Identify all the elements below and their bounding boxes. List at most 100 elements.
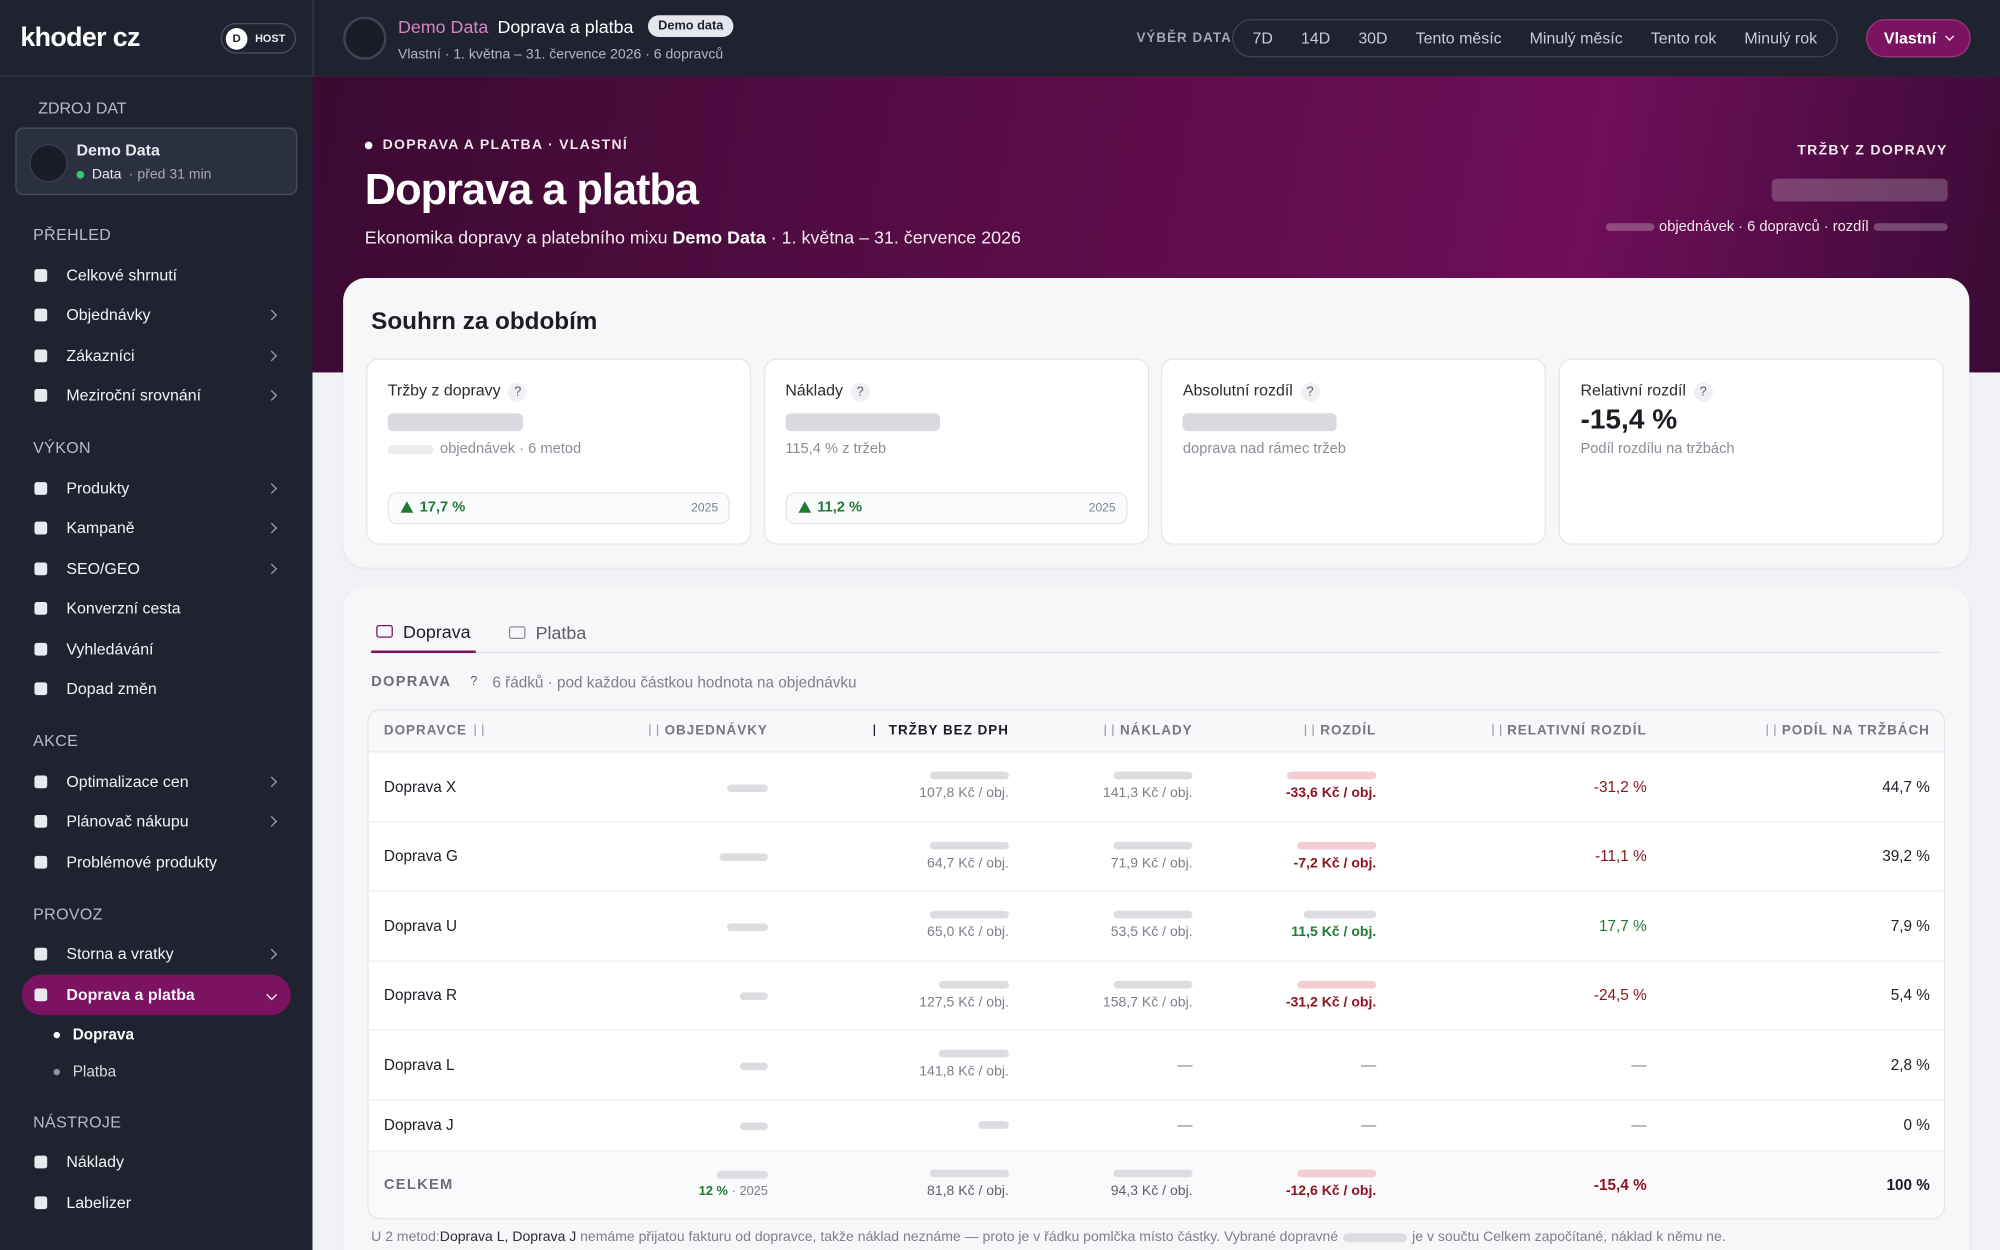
redacted-placeholder (716, 1170, 768, 1178)
relative-cell: -15,4 % (1593, 1175, 1647, 1194)
column-header[interactable]: RELATIVNÍ ROZDÍL (1376, 723, 1646, 739)
data-table: DOPRAVCE OBJEDNÁVKY TRŽBY BEZ DPH NÁKLADY RO… (367, 709, 1946, 1219)
data-source-card[interactable]: Demo Data Data · před 31 min (15, 127, 298, 196)
nav-item[interactable]: Optimalizace cen (22, 761, 291, 801)
range-option[interactable]: Minulý rok (1744, 29, 1818, 48)
footnote-text: je v součtu Celkem započítané, náklad k … (1412, 1229, 1726, 1245)
cost-cell: 71,9 Kč / obj. (1009, 841, 1193, 871)
column-header[interactable]: OBJEDNÁVKY (624, 723, 768, 739)
redacted-placeholder (1113, 1169, 1193, 1178)
cost-cell-value: 94,3 Kč / obj. (1110, 1183, 1193, 1199)
range-option[interactable]: 14D (1301, 29, 1331, 48)
help-icon[interactable]: ? (508, 382, 528, 402)
revenue-cell: 81,8 Kč / obj. (768, 1169, 1009, 1199)
up-arrow (798, 501, 811, 513)
diff-cell: -12,6 Kč / obj. (1193, 1169, 1377, 1199)
revenue-cell-value: 65,0 Kč / obj. (927, 925, 1009, 941)
brand-logo[interactable]: khoder cz (20, 22, 140, 53)
orders-cell (624, 917, 768, 935)
redacted-placeholder (1113, 911, 1193, 919)
user-badge[interactable]: D HOST (220, 22, 296, 54)
relative-cell: -11,1 % (1595, 847, 1647, 866)
nav-item[interactable]: Zákazníci (22, 335, 291, 375)
nav-subitem[interactable]: Doprava (53, 1016, 313, 1053)
metric-label-text: Absolutní rozdíl (1182, 381, 1293, 400)
column-header[interactable]: PODÍL NA TRŽBÁCH (1647, 723, 1930, 739)
nav-item[interactable]: Celkové shrnutí (22, 255, 291, 295)
range-option[interactable]: Tento rok (1650, 29, 1717, 48)
redacted-placeholder (727, 923, 768, 931)
orders-cell (624, 1116, 768, 1134)
nav-item[interactable]: Problémové produkty (22, 842, 291, 882)
share-cell: 2,8 % (1890, 1055, 1930, 1074)
nav-subitem[interactable]: Platba (53, 1053, 313, 1090)
nav-item[interactable]: Kampaně (22, 508, 291, 548)
orders-cell: 12 % · 2025 (624, 1170, 768, 1198)
tab[interactable]: Doprava (371, 611, 476, 654)
diff-cell-value: 11,5 Kč / obj. (1291, 925, 1377, 941)
user-label: HOST (255, 31, 286, 45)
nav-icon (34, 1196, 48, 1209)
diff-cell-value: -7,2 Kč / obj. (1293, 855, 1377, 871)
column-header[interactable]: TRŽBY BEZ DPH (768, 723, 1009, 739)
nav-item[interactable]: SEO/GEO (22, 548, 291, 588)
metric-label-text: Tržby z dopravy (387, 381, 501, 400)
total-row: CELKEM 12 % · 2025 81,8 Kč / obj. 94,3 Kč / … (368, 1151, 1944, 1218)
table-row: Doprava R 127,5 Kč / obj. 158,7 Kč / obj. -… (368, 961, 1944, 1031)
redacted-placeholder (785, 413, 940, 432)
nav-item[interactable]: Produkty (22, 468, 291, 508)
nav-item[interactable]: Objednávky (22, 295, 291, 335)
nav-item[interactable]: Vyhledávání (22, 629, 291, 669)
nav-item[interactable]: Labelizer (22, 1182, 291, 1222)
range-option[interactable]: 7D (1252, 29, 1273, 48)
nav-label: Náklady (66, 1153, 124, 1172)
nav-sublabel: Doprava (72, 1025, 134, 1044)
column-header[interactable]: NÁKLADY (1009, 723, 1193, 739)
range-option[interactable]: Tento měsíc (1415, 29, 1502, 48)
help-icon[interactable]: ? (470, 674, 478, 689)
custom-range-button[interactable]: Vlastní (1866, 19, 1971, 58)
relative-cell: -24,5 % (1593, 986, 1647, 1005)
redacted-placeholder (1182, 413, 1338, 432)
range-option[interactable]: Minulý měsíc (1529, 29, 1623, 48)
nav-item[interactable]: Náklady (22, 1142, 291, 1182)
help-icon[interactable]: ? (850, 382, 870, 402)
chevron (266, 482, 278, 494)
nav-item[interactable]: Storna a vratky (22, 934, 291, 974)
revenue-cell-value: 141,8 Kč / obj. (919, 1064, 1009, 1080)
column-label: ROZDÍL (1320, 723, 1377, 739)
orders-cell (624, 847, 768, 865)
nav-label: Kampaně (66, 519, 135, 538)
nav-item[interactable]: Dopad změn (22, 669, 291, 709)
nav-icon (34, 522, 48, 535)
range-option[interactable]: 30D (1358, 29, 1388, 48)
nav-icon (34, 389, 48, 403)
metric-sub-text: doprava nad rámec tržeb (1182, 441, 1346, 457)
orders-cell (624, 986, 768, 1004)
nav-item[interactable]: Doprava a platba (21, 974, 291, 1015)
help-icon[interactable]: ? (1300, 382, 1320, 402)
diff-cell: — (1360, 1055, 1377, 1074)
help-icon[interactable]: ? (1693, 382, 1713, 402)
breadcrumb-source[interactable]: Demo Data (397, 16, 489, 37)
redacted-placeholder (1605, 223, 1654, 231)
chevron (266, 816, 278, 828)
chevron (266, 989, 278, 1000)
column-header[interactable]: DOPRAVCE (384, 723, 624, 739)
revenue-cell-value: 127,5 Kč / obj. (919, 994, 1009, 1010)
nav-icon (34, 268, 48, 282)
source-avatar (29, 144, 68, 183)
nav-item[interactable]: Meziroční srovnání (22, 376, 291, 416)
redacted-placeholder (739, 1062, 768, 1070)
chevron (266, 776, 278, 787)
orders-change-value: 12 % (698, 1184, 728, 1199)
top-bar: Demo Data Doprava a platba Demo data Vlastn… (312, 0, 2000, 77)
nav-item[interactable]: Konverzní cesta (22, 589, 291, 629)
cost-cell: 141,3 Kč / obj. (1009, 772, 1193, 801)
up-arrow (400, 501, 414, 513)
tab[interactable]: Platba (504, 611, 592, 653)
column-header[interactable]: ROZDÍL (1193, 723, 1377, 739)
chevron (266, 563, 278, 574)
nav-item[interactable]: Plánovač nákupu (22, 802, 291, 842)
tab-bar: Doprava Platba (371, 611, 1942, 654)
